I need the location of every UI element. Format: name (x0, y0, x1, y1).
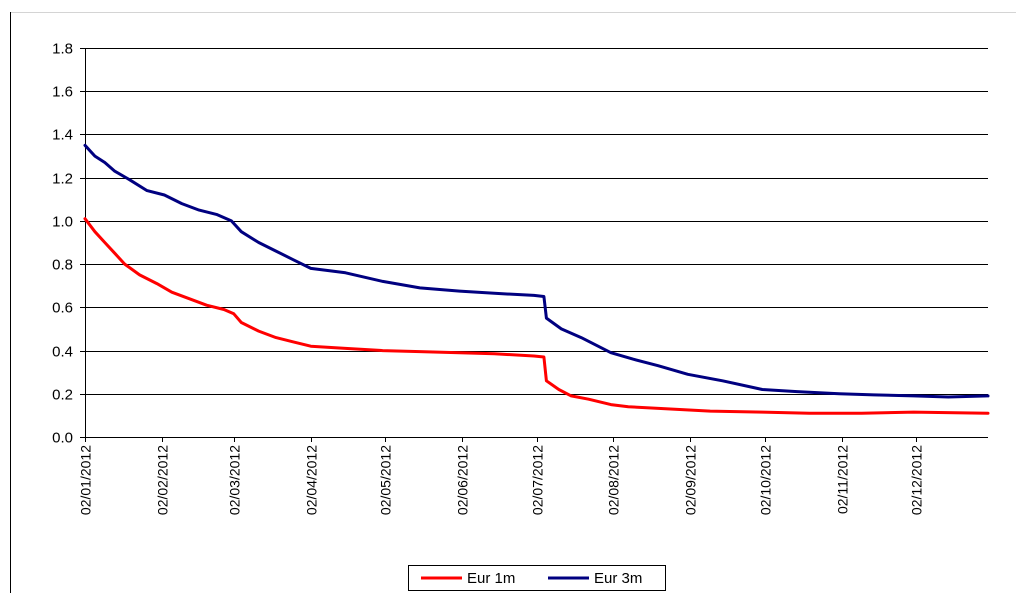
x-tick-label-0: 02/01/2012 (78, 445, 94, 515)
x-tick-label-6: 02/07/2012 (530, 445, 546, 515)
y-tick-label-7: 1.4 (52, 127, 73, 144)
x-tick-label-7: 02/08/2012 (606, 445, 622, 515)
y-tick-label-0: 0.0 (52, 430, 73, 447)
x-tick-label-9: 02/10/2012 (758, 445, 774, 515)
y-tick-label-5: 1.0 (52, 214, 73, 231)
x-tick-label-5: 02/06/2012 (455, 445, 471, 515)
x-tick-label-1: 02/02/2012 (155, 445, 171, 515)
x-tick-label-3: 02/04/2012 (304, 445, 320, 515)
y-tick-labels: 0.0 0.2 0.4 0.6 0.8 1.0 1.2 1.4 1.6 1.8 (52, 41, 73, 447)
x-tick-label-2: 02/03/2012 (227, 445, 243, 515)
axes (80, 48, 988, 442)
series-line-eur-1m (83, 217, 990, 415)
y-tick-label-2: 0.4 (52, 344, 73, 361)
series-lines (83, 143, 990, 415)
y-tick-label-8: 1.6 (52, 84, 73, 101)
series-line-eur-3m (83, 143, 990, 399)
legend: Eur 1m Eur 3m (408, 565, 666, 591)
x-tick-labels: 02/01/2012 02/02/2012 02/03/2012 02/04/2012… (78, 445, 925, 515)
legend-label-eur-1m: Eur 1m (467, 570, 515, 587)
legend-label-eur-3m: Eur 3m (594, 570, 642, 587)
y-tick-label-6: 1.2 (52, 171, 73, 188)
y-tick-label-1: 0.2 (52, 387, 73, 404)
x-tick-label-4: 02/05/2012 (378, 445, 394, 515)
x-tick-label-10: 02/11/2012 (835, 445, 851, 514)
y-tick-label-4: 0.8 (52, 257, 73, 274)
gridlines (85, 48, 988, 395)
y-tick-label-3: 0.6 (52, 300, 73, 317)
x-tick-label-8: 02/09/2012 (683, 445, 699, 515)
y-tick-label-9: 1.8 (52, 41, 73, 58)
x-tick-label-11: 02/12/2012 (909, 445, 925, 515)
